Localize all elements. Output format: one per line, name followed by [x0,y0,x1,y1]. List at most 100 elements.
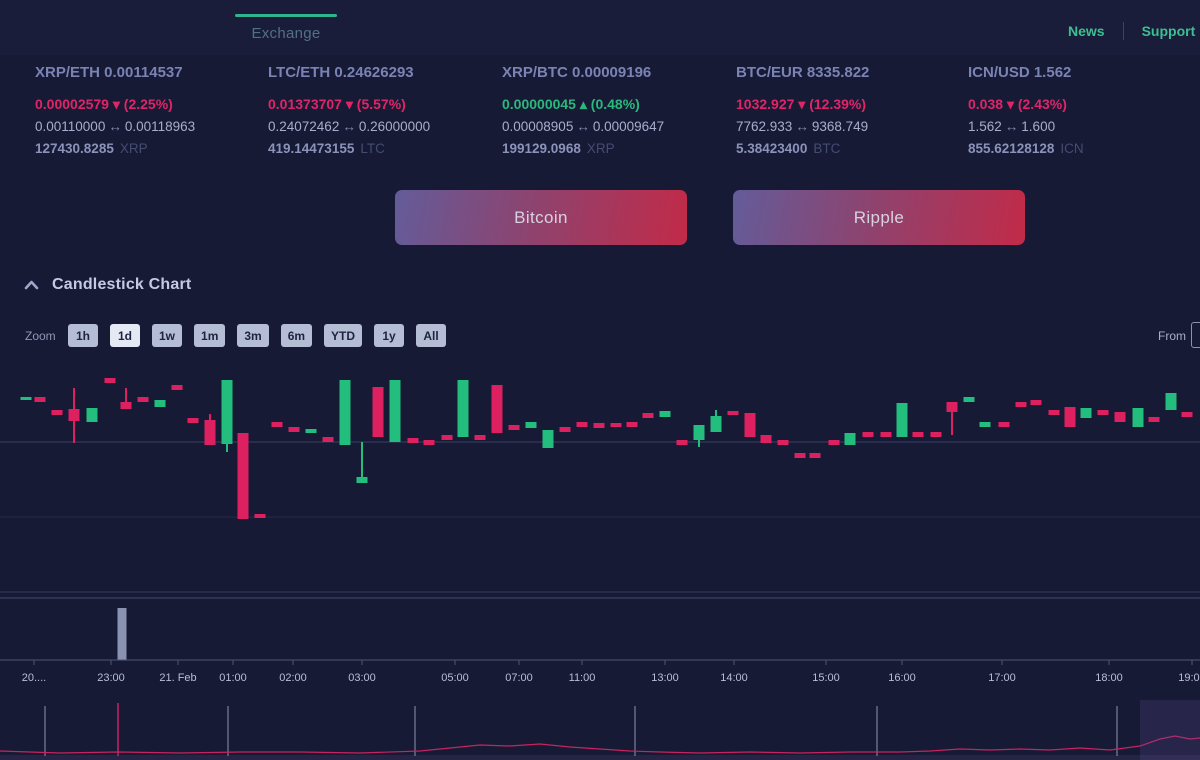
candle-body [1181,412,1193,417]
range-low: 7762.933 [736,119,793,134]
change-percent: (5.57%) [352,96,406,112]
ticker-range: 0.24072462 ↔ 0.26000000 [268,119,430,134]
bitcoin-button[interactable]: Bitcoin [395,190,687,245]
ticker-volume: 127430.8285 XRP [35,141,148,156]
zoom-toolbar: Zoom 1h 1d 1w 1m 3m 6m YTD 1y All From [0,322,1200,352]
topbar: Exchange News Support [0,0,1200,55]
change-value: 0.01373707 [268,96,346,112]
candle-body [1015,402,1027,407]
candle-body [237,433,249,519]
candle-body [912,432,924,437]
candle-body [389,380,401,442]
candle-body [339,380,351,445]
ticker-range: 0.00008905 ↔ 0.00009647 [502,119,664,134]
range-low: 0.24072462 [268,119,340,134]
zoom-range-all[interactable]: All [416,324,447,347]
volume-value: 419.14473155 [268,141,355,156]
range-low: 1.562 [968,119,1002,134]
x-axis-label: 15:00 [812,672,840,684]
x-axis-label: 03:00 [348,672,376,684]
ticker-range: 1.562 ↔ 1.600 [968,119,1055,134]
x-axis-label: 02:00 [279,672,307,684]
x-axis-label: 20.... [22,672,46,684]
ticker-volume: 199129.0968 XRP [502,141,615,156]
candle-body [880,432,892,437]
change-arrow-icon: ▾ [345,96,353,112]
nav-news-link[interactable]: News [1068,23,1105,39]
navigator-handle-strip[interactable] [0,755,1200,760]
zoom-button-group: 1h 1d 1w 1m 3m 6m YTD 1y All [68,324,447,347]
range-high: 0.00118963 [124,119,196,134]
zoom-range-1w[interactable]: 1w [152,324,183,347]
ticker-card-xrp-eth[interactable]: XRP/ETH 0.00114537 0.00002579 ▾ (2.25%) 0.… [35,62,260,162]
zoom-range-1m[interactable]: 1m [194,324,226,347]
tab-exchange[interactable]: Exchange [235,0,337,46]
range-separator-icon: ↔ [1004,119,1019,134]
nav-divider [1122,22,1124,40]
ticker-volume: 419.14473155 LTC [268,141,385,156]
candle-body [576,422,588,427]
candle-body [474,435,486,440]
x-axis-label: 23:00 [97,672,125,684]
change-arrow-icon: ▴ [579,96,587,112]
candle-body [86,408,98,422]
volume-value: 199129.0968 [502,141,581,156]
candle-body [862,432,874,437]
ticker-strip: XRP/ETH 0.00114537 0.00002579 ▾ (2.25%) 0.… [0,62,1200,167]
x-axis-label: 17:00 [988,672,1016,684]
volume-unit: XRP [586,141,615,156]
ticker-card-xrp-btc[interactable]: XRP/BTC 0.00009196 0.00000045 ▴ (0.48%) 0.… [502,62,727,162]
x-axis-label: 19:00 [1178,672,1200,684]
candle-body [1030,400,1042,405]
volume-value: 855.62128128 [968,141,1055,156]
candle-body [104,378,116,383]
candle-body [1114,412,1126,422]
change-percent: (2.25%) [119,96,173,112]
nav-support-link[interactable]: Support [1141,23,1196,39]
candle-body [34,397,46,402]
chart-section-header[interactable]: Candlestick Chart [24,276,191,294]
change-arrow-icon: ▾ [798,96,806,112]
zoom-range-1d[interactable]: 1d [110,324,140,347]
candle-body [676,440,688,445]
candle-body [372,387,384,437]
candle-body [1080,408,1092,418]
ripple-button[interactable]: Ripple [733,190,1025,245]
candle-body [187,418,199,423]
change-value: 0.00000045 [502,96,580,112]
zoom-range-1h[interactable]: 1h [68,324,98,347]
candle-body [642,413,654,418]
candle-body [559,427,571,432]
candle-body [1048,410,1060,415]
zoom-range-6m[interactable]: 6m [280,324,313,347]
change-arrow-icon: ▾ [112,96,120,112]
candle-body [693,425,705,440]
x-axis-label: 07:00 [505,672,533,684]
candle-body [221,380,233,444]
ticker-card-icn-usd[interactable]: ICN/USD 1.562 0.038 ▾ (2.43%) 1.562 ↔ 1.600 8… [968,62,1193,162]
chart-navigator[interactable] [0,700,1200,760]
candle-body [120,402,132,409]
volume-unit: BTC [813,141,841,156]
zoom-range-ytd[interactable]: YTD [324,324,363,347]
range-separator-icon: ↔ [795,119,809,134]
from-date-input[interactable] [1191,322,1200,348]
chevron-up-icon[interactable] [24,280,39,290]
zoom-label: Zoom [25,329,56,343]
zoom-range-3m[interactable]: 3m [237,324,269,347]
volume-unit: LTC [360,141,385,156]
navigator-selected-range[interactable] [1140,700,1200,760]
ticker-card-ltc-eth[interactable]: LTC/ETH 0.24626293 0.01373707 ▾ (5.57%) 0.… [268,62,493,162]
candle-body [963,397,975,402]
candle-body [744,413,756,437]
candle-body [525,422,537,428]
candle-body [51,410,63,415]
candlestick-chart[interactable]: 20.... 23:00 21. Feb 01:00 02:00 03:00 05:00 07… [0,360,1200,700]
candle-body [809,453,821,458]
candle-body [254,514,266,518]
ticker-card-btc-eur[interactable]: BTC/EUR 8335.822 1032.927 ▾ (12.39%) 7762.… [736,62,961,162]
ticker-volume: 5.38423400 BTC [736,141,840,156]
candle-body [322,437,334,442]
change-percent: (0.48%) [586,96,640,112]
zoom-range-1y[interactable]: 1y [374,324,405,347]
